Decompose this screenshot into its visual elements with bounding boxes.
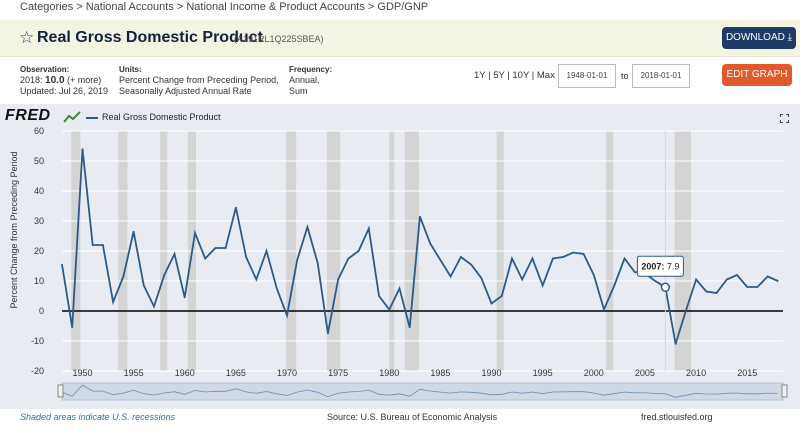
frequency-label: Frequency: (289, 65, 333, 74)
breadcrumb[interactable]: Categories > National Accounts > Nationa… (20, 1, 429, 13)
fred-url-link[interactable]: fred.stlouisfed.org (641, 412, 713, 422)
observation-more-link[interactable]: (+ more) (67, 75, 102, 85)
chart-panel: FRED Real Gross Domestic Product (0, 104, 800, 409)
edit-graph-button[interactable]: EDIT GRAPH ⚙ (722, 64, 792, 102)
title-bar: ☆ Real Gross Domestic Product (A191RL1Q2… (0, 20, 800, 57)
frequency-line1: Annual, (289, 75, 320, 85)
page-title: Real Gross Domestic Product (37, 29, 263, 46)
fred-logo: FRED (5, 107, 51, 124)
observation-label: Observation: (20, 65, 70, 74)
units-line1: Percent Change from Preceding Period, (119, 75, 279, 85)
legend-label: Real Gross Domestic Product (102, 112, 221, 122)
download-button[interactable]: DOWNLOAD ⤓ (722, 27, 796, 49)
observation-value: 10.0 (45, 75, 65, 86)
end-date-input[interactable]: 2018-01-01 (632, 64, 690, 88)
frequency-line2: Sum (289, 86, 308, 96)
fullscreen-icon[interactable] (780, 114, 789, 123)
chart-legend: Real Gross Domestic Product (86, 112, 221, 122)
series-id: (A191RL1Q225SBEA) (234, 34, 324, 44)
range-selector[interactable]: 1Y | 5Y | 10Y | Max (474, 70, 555, 81)
units-line2: Seasonally Adjusted Annual Rate (119, 86, 252, 96)
observation-period: 2018: (20, 75, 43, 85)
units-label: Units: (119, 65, 142, 74)
to-label: to (621, 71, 629, 81)
units-block: Units: Percent Change from Preceding Per… (119, 64, 279, 97)
observation-block: Observation: 2018: 10.0 (+ more) Updated… (20, 64, 108, 97)
start-date-input[interactable]: 1948-01-01 (558, 64, 616, 88)
frequency-block: Frequency: Annual, Sum (289, 64, 332, 97)
updated-date: Updated: Jul 26, 2019 (20, 86, 109, 96)
recession-note: Shaded areas indicate U.S. recessions (20, 412, 176, 422)
source-text: Source: U.S. Bureau of Economic Analysis (327, 412, 498, 422)
star-outline-icon[interactable]: ☆ (19, 28, 35, 47)
legend-line-icon (86, 116, 98, 119)
fred-logo-graph-icon (63, 111, 81, 123)
